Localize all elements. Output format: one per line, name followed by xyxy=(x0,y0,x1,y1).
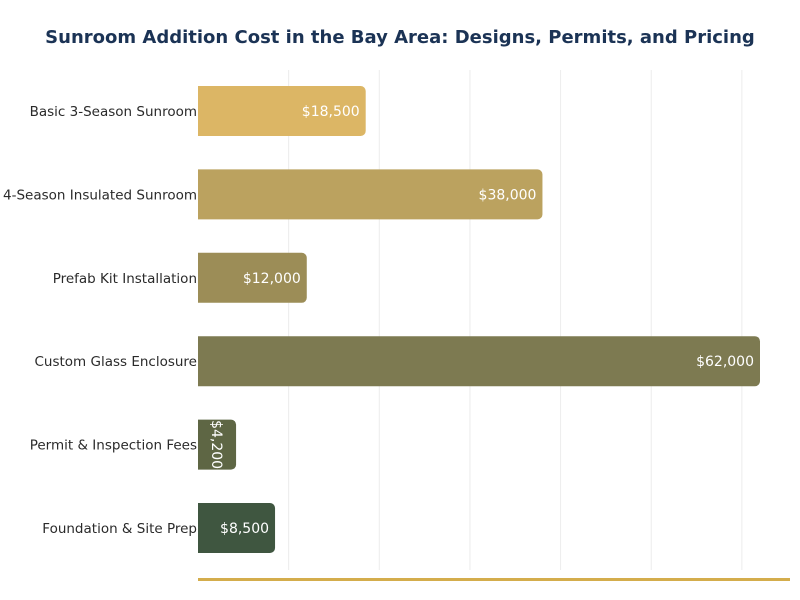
chart-title: Sunroom Addition Cost in the Bay Area: D… xyxy=(45,27,755,48)
value-label: $18,500 xyxy=(302,104,360,120)
bar xyxy=(198,252,307,303)
value-label: $8,500 xyxy=(220,521,269,537)
bars: $18,500 $38,000 $12,000 $62,000 $4,200 $8,500 xyxy=(198,86,760,553)
category-label: Permit & Inspection Fees xyxy=(30,438,197,454)
value-label: $4,200 xyxy=(208,420,224,469)
value-label: $62,000 xyxy=(696,354,754,370)
category-label: Prefab Kit Installation xyxy=(53,271,197,287)
category-label: 4-Season Insulated Sunroom xyxy=(3,187,197,203)
category-label: Basic 3-Season Sunroom xyxy=(30,104,197,120)
bar xyxy=(198,86,366,136)
bar xyxy=(198,336,760,387)
bar xyxy=(198,169,543,220)
category-label: Foundation & Site Prep xyxy=(42,521,197,537)
gridlines xyxy=(288,70,743,570)
category-labels: Basic 3-Season Sunroom 4-Season Insulated… xyxy=(3,104,197,537)
value-label: $38,000 xyxy=(479,187,537,203)
category-label: Custom Glass Enclosure xyxy=(34,354,197,370)
bar xyxy=(198,503,276,553)
value-label: $12,000 xyxy=(243,271,301,287)
bar xyxy=(198,419,237,470)
